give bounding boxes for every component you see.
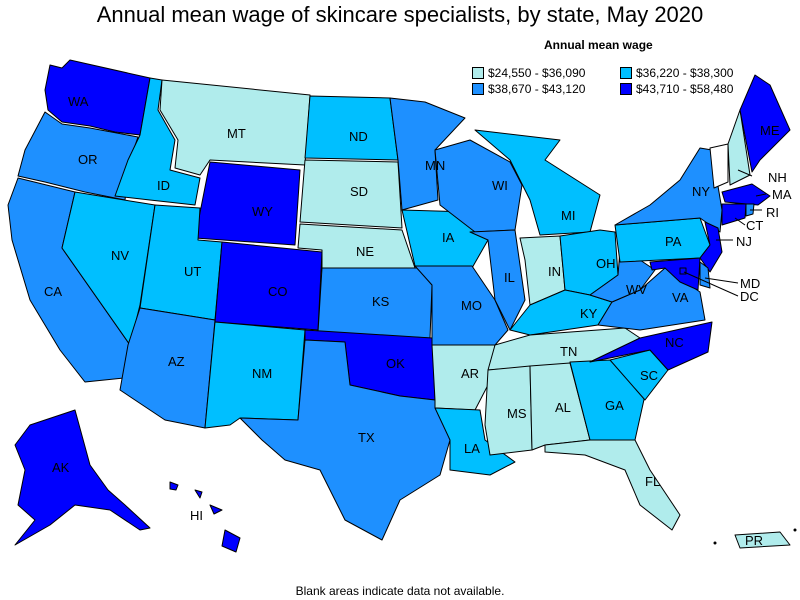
legend-item: $43,710 - $58,480 xyxy=(620,82,733,96)
legend-item: $36,220 - $38,300 xyxy=(620,66,733,80)
leader-lines xyxy=(683,169,767,297)
state-dc[interactable] xyxy=(679,267,687,275)
state-label: TN xyxy=(560,344,577,359)
state-label: PA xyxy=(665,234,682,249)
state-md[interactable] xyxy=(649,257,701,291)
state-sd[interactable] xyxy=(299,159,403,229)
state-label: NH xyxy=(768,170,787,185)
state-hi[interactable] xyxy=(169,481,241,553)
state-label: KS xyxy=(372,294,390,309)
state-tx[interactable] xyxy=(239,339,451,541)
state-ma[interactable] xyxy=(721,183,771,206)
legend-label: $36,220 - $38,300 xyxy=(636,66,734,80)
state-label: WA xyxy=(68,94,89,109)
state-wa[interactable] xyxy=(44,59,151,136)
state-wi[interactable] xyxy=(434,139,523,233)
state-label: ND xyxy=(349,129,368,144)
state-label: SD xyxy=(350,184,368,199)
state-pa[interactable] xyxy=(614,217,711,263)
state-label: WI xyxy=(492,178,508,193)
state-label: MN xyxy=(425,158,445,173)
state-la[interactable] xyxy=(434,407,516,476)
state-label: WV xyxy=(626,282,647,297)
state-nj[interactable] xyxy=(699,221,723,273)
state-label: MA xyxy=(772,187,792,202)
state-ks[interactable] xyxy=(317,267,433,339)
state-label: IN xyxy=(548,264,561,279)
state-wy[interactable] xyxy=(194,161,301,246)
state-label: IL xyxy=(504,270,515,285)
legend-item: $38,670 - $43,120 xyxy=(472,82,585,96)
state-label: OH xyxy=(596,256,616,271)
legend-label: $38,670 - $43,120 xyxy=(488,82,586,96)
island-dot xyxy=(713,541,717,545)
state-mo[interactable] xyxy=(414,265,509,346)
state-label: NM xyxy=(252,366,272,381)
state-id[interactable] xyxy=(114,77,201,206)
state-label: NE xyxy=(356,244,374,259)
state-labels: WA OR CA ID NV MT WY UT AZ CO NM ND SD N… xyxy=(44,94,792,548)
state-label: MO xyxy=(461,298,482,313)
state-fl[interactable] xyxy=(544,439,681,531)
state-label: CA xyxy=(44,284,62,299)
state-ct[interactable] xyxy=(721,203,747,226)
state-mn[interactable] xyxy=(389,97,466,211)
state-label: NY xyxy=(692,184,710,199)
state-label: MT xyxy=(227,126,246,141)
state-de[interactable] xyxy=(699,261,711,289)
legend-title: Annual mean wage xyxy=(544,38,653,52)
state-label: MD xyxy=(740,276,760,291)
state-wv[interactable] xyxy=(589,249,656,303)
state-label: AK xyxy=(52,460,70,475)
state-label: SC xyxy=(640,368,658,383)
state-label: NV xyxy=(111,248,129,263)
state-label: OR xyxy=(78,152,98,167)
state-label: WY xyxy=(252,204,273,219)
footnote: Blank areas indicate data not available. xyxy=(295,584,505,598)
state-me[interactable] xyxy=(739,74,791,173)
legend-item: $24,550 - $36,090 xyxy=(472,66,585,80)
legend-swatch xyxy=(620,67,632,79)
state-label: UT xyxy=(184,264,201,279)
state-label: AR xyxy=(461,366,479,381)
state-label: MI xyxy=(561,208,575,223)
state-label: MS xyxy=(507,406,527,421)
state-label: DC xyxy=(740,289,759,304)
state-nc[interactable] xyxy=(589,321,713,371)
state-label: ME xyxy=(760,123,780,138)
state-label: LA xyxy=(464,441,480,456)
state-label: ID xyxy=(157,178,170,193)
state-label: PR xyxy=(745,533,763,548)
state-label: GA xyxy=(605,398,624,413)
state-ga[interactable] xyxy=(569,359,646,441)
state-label: TX xyxy=(358,430,375,445)
legend-label: $43,710 - $58,480 xyxy=(636,82,734,96)
state-vt[interactable] xyxy=(709,143,729,189)
legend-swatch xyxy=(472,83,484,95)
map-title: Annual mean wage of skincare specialists… xyxy=(96,2,704,27)
state-label: CT xyxy=(746,218,763,233)
state-label: HI xyxy=(190,508,203,523)
state-label: RI xyxy=(766,205,779,220)
state-label: AZ xyxy=(168,354,185,369)
legend-swatch xyxy=(620,83,632,95)
state-label: KY xyxy=(580,306,598,321)
state-label: VA xyxy=(672,290,689,305)
state-ak[interactable] xyxy=(14,409,151,546)
state-nd[interactable] xyxy=(304,95,399,161)
state-pr[interactable] xyxy=(734,531,791,549)
state-ms[interactable] xyxy=(484,365,533,456)
legend-swatch xyxy=(472,67,484,79)
island-dot xyxy=(793,528,797,532)
legend-label: $24,550 - $36,090 xyxy=(488,66,586,80)
state-label: CO xyxy=(268,284,288,299)
state-label: AL xyxy=(555,400,571,415)
state-label: IA xyxy=(442,230,455,245)
state-label: NJ xyxy=(736,234,752,249)
state-label: OK xyxy=(386,356,405,371)
state-label: NC xyxy=(665,335,684,350)
state-label: FL xyxy=(645,474,660,489)
